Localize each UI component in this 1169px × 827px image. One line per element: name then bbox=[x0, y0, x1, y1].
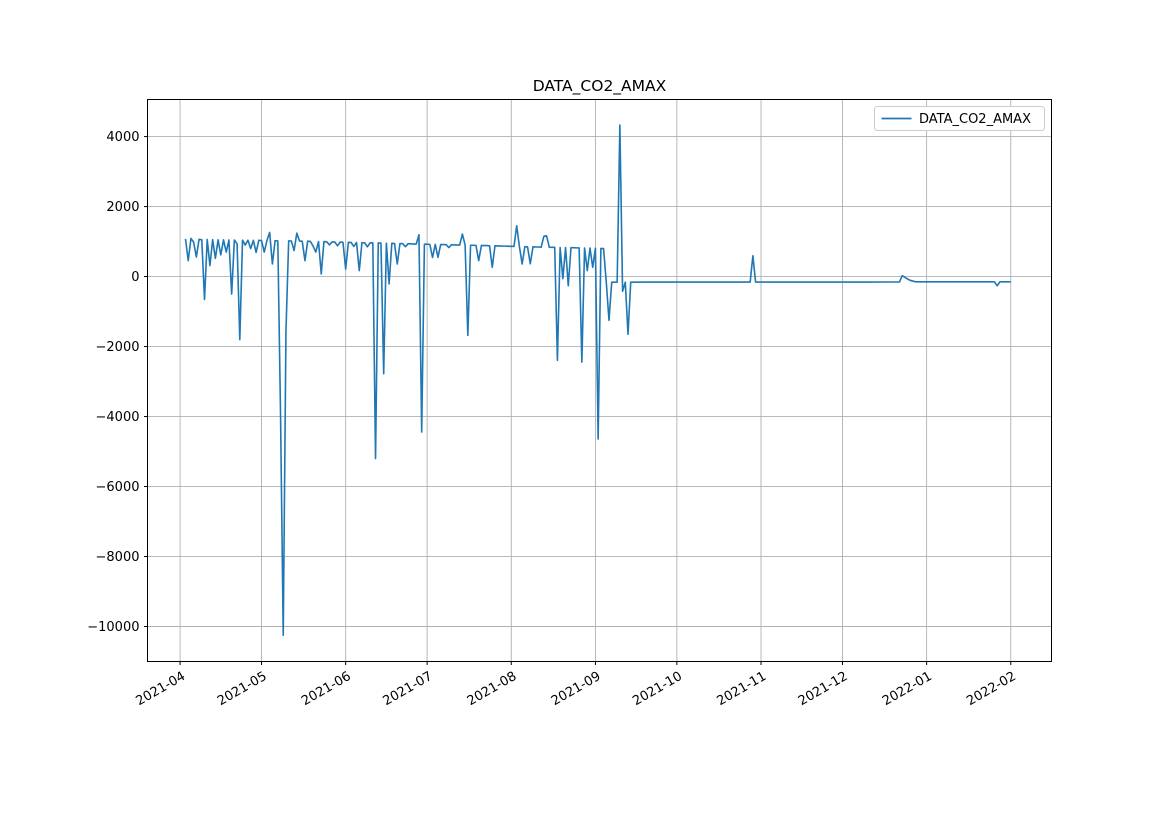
y-tick-label: 0 bbox=[131, 270, 139, 285]
y-tick-label: 2000 bbox=[106, 200, 139, 215]
y-tick-label: 4000 bbox=[106, 130, 139, 145]
legend: DATA_CO2_AMAX bbox=[874, 106, 1045, 131]
series-layer bbox=[184, 124, 1011, 637]
y-tick-label: −8000 bbox=[96, 550, 140, 565]
series-line bbox=[184, 124, 1011, 637]
y-tick-label: −10000 bbox=[87, 620, 139, 635]
legend-label: DATA_CO2_AMAX bbox=[919, 112, 1031, 127]
y-tick-label: −2000 bbox=[96, 340, 140, 355]
chart-title: DATA_CO2_AMAX bbox=[533, 77, 667, 96]
y-tick-label: −4000 bbox=[96, 410, 140, 425]
legend-box bbox=[874, 106, 1045, 131]
y-tick-label: −6000 bbox=[96, 480, 140, 495]
plot-border bbox=[147, 99, 1052, 662]
